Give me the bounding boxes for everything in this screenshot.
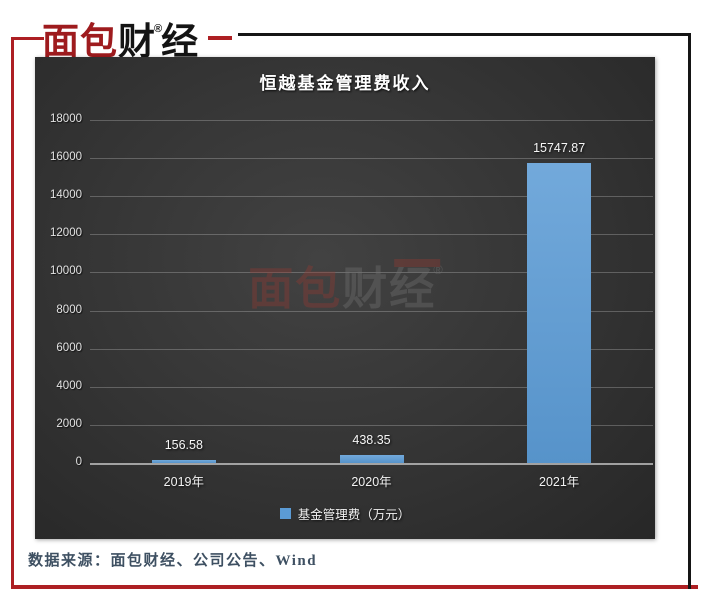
y-tick-label: 8000 [56, 303, 82, 316]
frame-top-red-segment [11, 37, 44, 40]
brand-logo-text-red: 面包 [42, 21, 118, 62]
frame-bottom-line [11, 585, 698, 589]
x-axis-line [90, 463, 653, 465]
x-tick-label: 2020年 [351, 475, 392, 489]
watermark-text-gray: 财经 [342, 263, 437, 314]
bar-2020年 [339, 454, 404, 463]
bar-value-label: 438.35 [352, 432, 391, 447]
brand-logo: 面包财®经 [42, 4, 199, 62]
watermark-registered-mark: ® [433, 262, 445, 277]
legend-swatch [279, 508, 291, 519]
legend-label: 基金管理费（万元） [297, 508, 411, 522]
x-tick-label: 2019年 [163, 475, 204, 489]
plot-area: 0 2000 4000 6000 8000 10000 12000 14000 16000 180… [50, 113, 653, 489]
gridline [90, 120, 653, 121]
bar-2019年 [151, 460, 216, 463]
gridline [90, 310, 653, 312]
watermark-red-bar [393, 259, 440, 267]
bar-2021年 [527, 162, 592, 463]
data-source-note: 数据来源：面包财经、公司公告、Wind [28, 553, 318, 569]
y-tick-label: 18000 [50, 113, 82, 125]
y-tick-label: 16000 [50, 151, 82, 164]
bar-value-label: 156.58 [164, 438, 203, 453]
x-tick-label: 2021年 [539, 475, 580, 489]
gridline [90, 348, 653, 350]
watermark: 面包财经® [248, 259, 445, 314]
frame-left-line [11, 37, 14, 588]
y-tick-label: 14000 [50, 189, 82, 202]
gridline [90, 158, 653, 160]
frame-top-black-line [238, 33, 691, 36]
gridline [90, 386, 653, 388]
gridline [90, 272, 653, 274]
gridline [90, 424, 653, 426]
logo-tail-dash [208, 36, 232, 40]
legend: 基金管理费（万元） [35, 504, 655, 523]
y-tick-label: 4000 [56, 379, 82, 392]
y-tick-label: 0 [75, 456, 82, 468]
bar-value-label: 15747.87 [533, 140, 586, 155]
frame-right-line [688, 33, 691, 589]
brand-logo-text-black2: 经 [161, 21, 200, 62]
y-tick-label: 10000 [50, 265, 82, 278]
y-tick-label: 2000 [56, 417, 82, 430]
gridline [90, 196, 653, 198]
y-tick-label: 6000 [56, 341, 82, 354]
y-tick-label: 12000 [50, 227, 82, 240]
watermark-text-red: 面包 [248, 263, 343, 314]
gridline [90, 234, 653, 236]
brand-logo-text-black: 财 [118, 21, 156, 62]
chart-panel: 恒越基金管理费收入 0 2000 4000 6000 8000 10000 12000 140… [35, 57, 655, 539]
registered-trademark-icon: ® [154, 23, 164, 35]
chart-title: 恒越基金管理费收入 [259, 74, 431, 93]
